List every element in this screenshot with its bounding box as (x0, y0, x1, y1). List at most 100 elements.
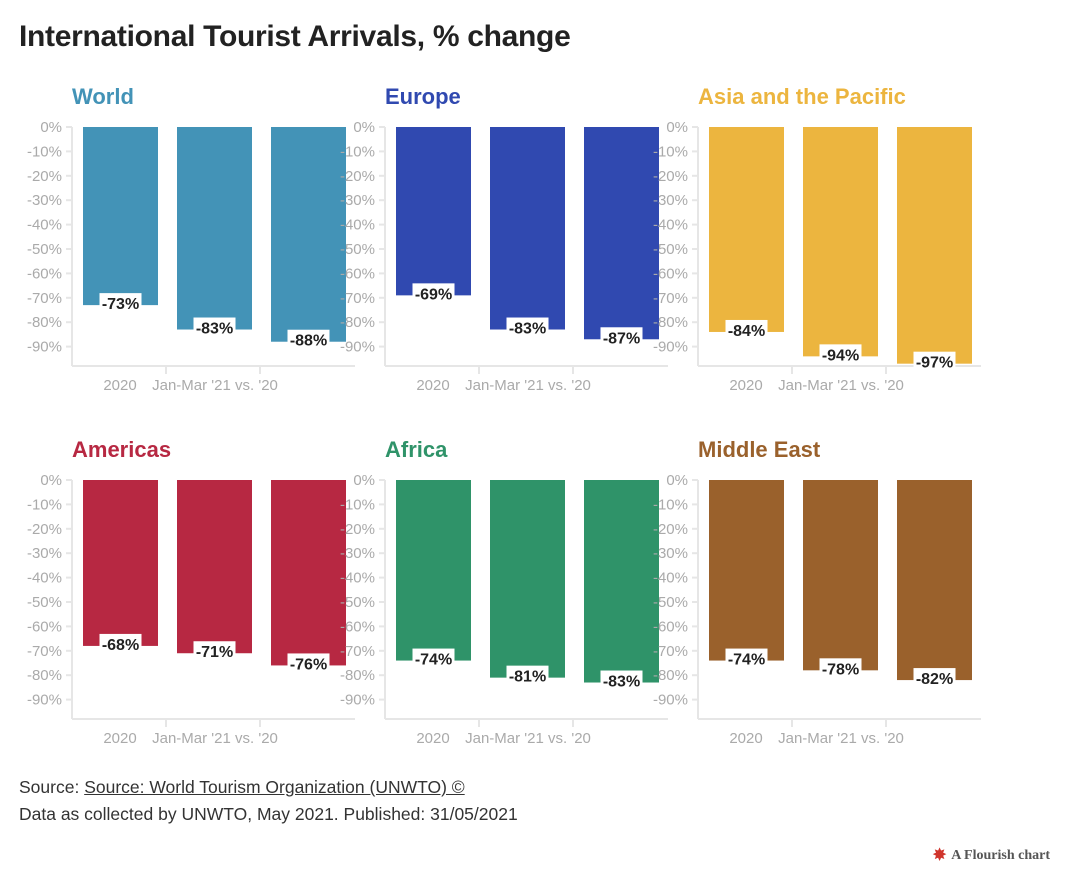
data-label: -78% (822, 661, 859, 678)
data-label-bg (913, 668, 956, 689)
data-label: -83% (603, 674, 640, 691)
y-tick-label: -60% (653, 265, 688, 282)
y-tick-label: -80% (653, 667, 688, 684)
y-tick-label: -50% (27, 594, 62, 611)
y-tick-label: -50% (653, 241, 688, 258)
y-tick-label: -90% (27, 692, 62, 709)
data-label-bg (819, 344, 862, 365)
x-category-label: Jan-Mar '21 vs. '20 (778, 377, 904, 394)
y-tick-label: -30% (653, 545, 688, 562)
bar[interactable] (396, 127, 471, 296)
bar[interactable] (709, 480, 784, 661)
data-label-bg (506, 317, 549, 338)
x-category-label: 2020 (416, 377, 449, 394)
y-tick-label: -60% (27, 265, 62, 282)
credit-text: A Flourish chart (951, 848, 1050, 863)
data-note: Data as collected by UNWTO, May 2021. Pu… (19, 804, 518, 824)
panel-title: Europe (385, 84, 461, 109)
y-tick-label: -20% (340, 521, 375, 538)
footer: Source: Source: World Tourism Organizati… (19, 774, 518, 828)
data-label: -71% (196, 644, 233, 661)
bar[interactable] (803, 127, 878, 357)
y-tick-label: -40% (653, 217, 688, 234)
x-category-label: Jan-Mar '21 vs. '20 (778, 730, 904, 747)
bar[interactable] (897, 480, 972, 681)
x-category-label: 2020 (103, 377, 136, 394)
bar[interactable] (709, 127, 784, 332)
data-label-bg (412, 283, 455, 304)
data-label: -73% (102, 296, 139, 313)
y-tick-label: -90% (653, 692, 688, 709)
y-tick-label: 0% (666, 119, 688, 136)
y-tick-label: -40% (27, 570, 62, 587)
y-tick-label: 0% (40, 119, 62, 136)
flourish-credit[interactable]: ✸ A Flourish chart (933, 848, 1050, 864)
bar[interactable] (584, 480, 659, 683)
y-tick-label: 0% (40, 472, 62, 489)
y-tick-label: -50% (27, 241, 62, 258)
y-tick-label: -10% (340, 143, 375, 160)
y-tick-label: -30% (653, 192, 688, 209)
data-label-bg (99, 633, 142, 654)
panel-europe: Europe 0% -10% -20% -30% -40% -50% -60% -70% -80%… (340, 84, 668, 394)
x-category-label: 2020 (729, 730, 762, 747)
data-label-bg (193, 641, 236, 662)
y-tick-label: -40% (340, 217, 375, 234)
y-tick-label: -30% (340, 545, 375, 562)
panel-title: Africa (385, 437, 448, 462)
y-tick-label: -90% (340, 339, 375, 356)
y-tick-label: -50% (653, 594, 688, 611)
bar[interactable] (271, 480, 346, 666)
y-tick-label: -20% (27, 168, 62, 185)
bar[interactable] (83, 480, 158, 646)
y-tick-label: -80% (653, 314, 688, 331)
data-label-bg (725, 319, 768, 340)
panel-americas: Americas 0% -10% -20% -30% -40% -50% -60% -70% -8… (27, 437, 355, 747)
data-label: -84% (728, 323, 765, 340)
bar[interactable] (584, 127, 659, 340)
bar[interactable] (271, 127, 346, 342)
bar[interactable] (490, 480, 565, 678)
y-tick-label: -70% (653, 290, 688, 307)
y-tick-label: -20% (653, 521, 688, 538)
bar[interactable] (177, 127, 252, 330)
y-tick-label: -30% (27, 545, 62, 562)
bar[interactable] (396, 480, 471, 661)
data-label: -69% (415, 286, 452, 303)
bar[interactable] (177, 480, 252, 654)
y-tick-label: -90% (27, 339, 62, 356)
data-label-bg (287, 329, 330, 350)
source-link[interactable]: Source: World Tourism Organization (UNWT… (84, 777, 465, 797)
data-label: -82% (916, 671, 953, 688)
bar[interactable] (490, 127, 565, 330)
panel-title: World (72, 84, 134, 109)
bar[interactable] (897, 127, 972, 364)
y-tick-label: -70% (27, 290, 62, 307)
x-category-label: 2020 (729, 377, 762, 394)
data-label: -76% (290, 656, 327, 673)
y-tick-label: -80% (340, 667, 375, 684)
panel-title: Middle East (698, 437, 821, 462)
y-tick-label: 0% (353, 472, 375, 489)
panel-asia-and-the-pacific: Asia and the Pacific 0% -10% -20% -30% -40% -5… (653, 84, 981, 394)
y-tick-label: -40% (27, 217, 62, 234)
x-category-label: 2020 (416, 730, 449, 747)
data-label: -88% (290, 333, 327, 350)
bar[interactable] (803, 480, 878, 671)
x-category-label: Jan-Mar '21 vs. '20 (152, 730, 278, 747)
chart-title: International Tourist Arrivals, % change (19, 20, 571, 53)
data-label-bg (99, 293, 142, 314)
source-line: Source: Source: World Tourism Organizati… (19, 774, 518, 801)
bar[interactable] (83, 127, 158, 306)
y-tick-label: -80% (27, 314, 62, 331)
data-label: -94% (822, 347, 859, 364)
y-tick-label: -20% (340, 168, 375, 185)
y-tick-label: -10% (27, 143, 62, 160)
y-tick-label: 0% (666, 472, 688, 489)
y-tick-label: -60% (653, 618, 688, 635)
y-tick-label: -60% (340, 618, 375, 635)
y-tick-label: -90% (653, 339, 688, 356)
flourish-logo-icon: ✸ (932, 847, 947, 864)
data-label-bg (287, 653, 330, 674)
